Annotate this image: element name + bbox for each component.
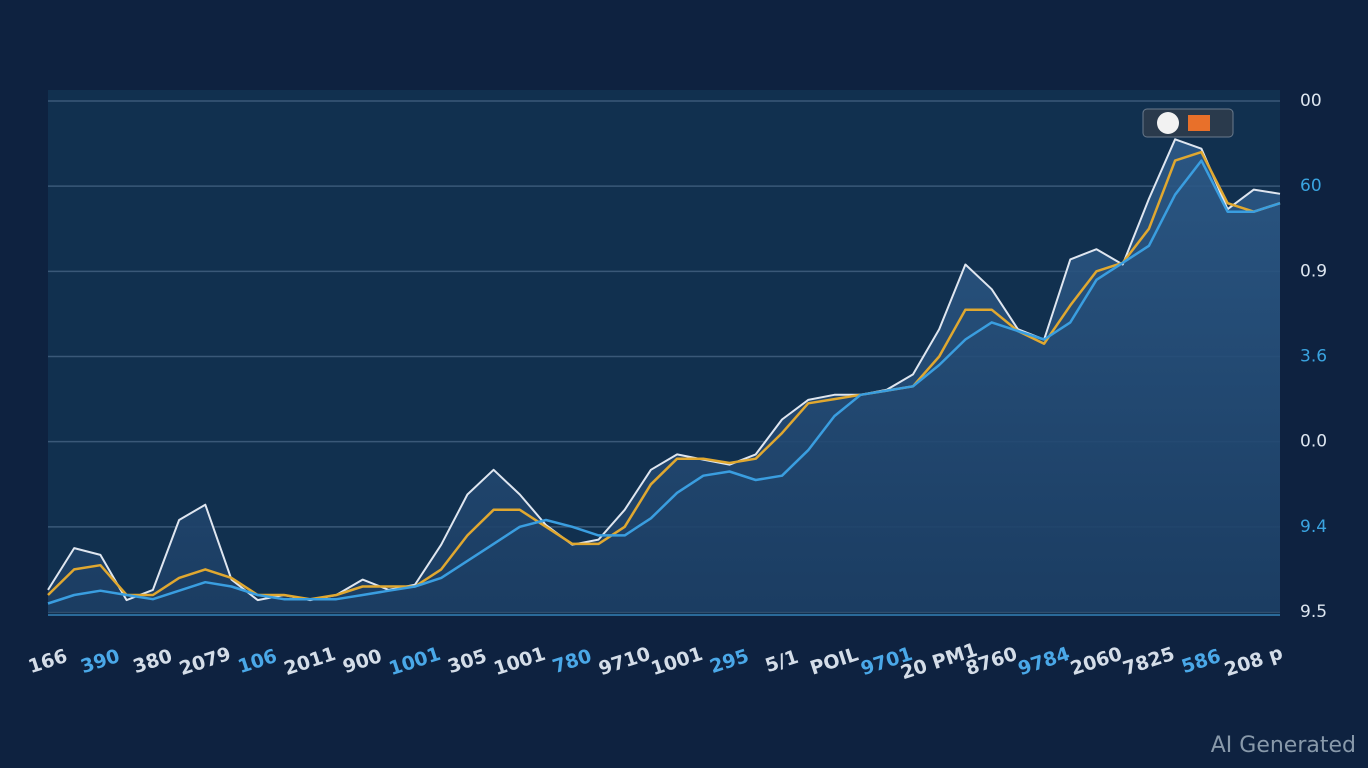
y-tick-label: 00: [1300, 91, 1322, 111]
tooltip: [1142, 108, 1234, 138]
area: [48, 139, 1280, 613]
line: [47, 138, 1281, 602]
y-tick-label: 0.9: [1300, 261, 1327, 281]
line: [47, 159, 1281, 605]
line: [47, 150, 1281, 601]
y-tick-label: 60: [1300, 176, 1322, 196]
y-tick-label: 0.0: [1300, 432, 1327, 452]
y-tick-label: 9.5: [1300, 602, 1327, 622]
y-tick-label: 3.6: [1300, 347, 1327, 367]
watermark: AI Generated: [1211, 733, 1356, 758]
y-tick-label: 9.4: [1300, 517, 1327, 537]
